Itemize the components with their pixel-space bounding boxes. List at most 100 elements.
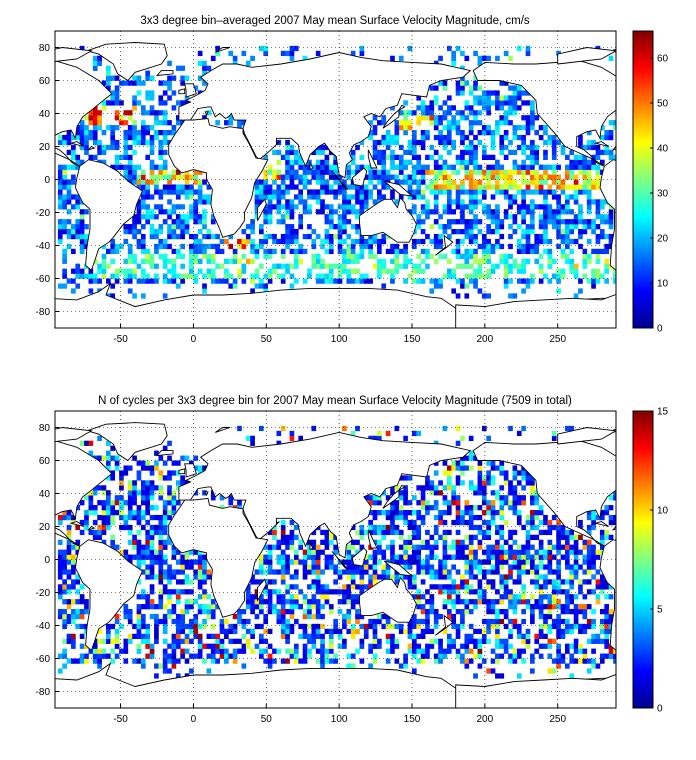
heatmap-cell bbox=[193, 549, 199, 555]
heatmap-cell bbox=[241, 609, 247, 615]
heatmap-cell bbox=[311, 584, 317, 590]
heatmap-cell bbox=[416, 534, 422, 540]
heatmap-cell bbox=[328, 233, 334, 240]
heatmap-cell bbox=[538, 179, 544, 185]
heatmap-cell bbox=[154, 233, 159, 240]
heatmap-cell bbox=[508, 293, 513, 299]
heatmap-cell bbox=[92, 278, 98, 284]
heatmap-cell bbox=[586, 174, 592, 180]
heatmap-cell bbox=[481, 169, 487, 175]
heatmap-cell bbox=[101, 648, 107, 654]
heatmap-cell bbox=[420, 594, 426, 600]
heatmap-cell bbox=[385, 134, 391, 141]
heatmap-cell bbox=[490, 623, 496, 630]
heatmap-cell bbox=[119, 115, 124, 121]
heatmap-cell bbox=[175, 233, 181, 240]
landmass bbox=[257, 578, 267, 602]
heatmap-cell bbox=[337, 229, 343, 235]
heatmap-cell bbox=[184, 564, 190, 570]
heatmap-cell bbox=[66, 559, 72, 565]
heatmap-cell bbox=[71, 514, 76, 521]
heatmap-cell bbox=[206, 574, 212, 580]
heatmap-cell bbox=[556, 544, 561, 550]
heatmap-cell bbox=[481, 184, 487, 190]
heatmap-cell bbox=[346, 559, 352, 565]
heatmap-cell bbox=[412, 164, 417, 170]
heatmap-cell bbox=[468, 633, 474, 639]
heatmap-cell bbox=[608, 238, 614, 245]
heatmap-cell bbox=[237, 618, 242, 625]
panel-velocity: 3x3 degree bin–averaged 2007 May mean Su… bbox=[36, 15, 669, 345]
heatmap-cell bbox=[280, 219, 286, 225]
heatmap-cell bbox=[84, 519, 89, 526]
heatmap-cell bbox=[267, 559, 273, 565]
heatmap-cell bbox=[97, 658, 102, 664]
heatmap-cell bbox=[263, 283, 269, 289]
heatmap-cell bbox=[110, 243, 116, 250]
heatmap-cell bbox=[499, 120, 505, 126]
heatmap-cell bbox=[451, 179, 457, 185]
heatmap-cell bbox=[136, 229, 142, 235]
heatmap-cell bbox=[420, 174, 426, 180]
heatmap-cell bbox=[75, 623, 81, 630]
heatmap-cell bbox=[140, 293, 146, 299]
heatmap-cell bbox=[499, 594, 505, 600]
heatmap-cell bbox=[285, 658, 290, 664]
heatmap-cell bbox=[180, 253, 185, 259]
heatmap-cell bbox=[114, 100, 120, 106]
heatmap-cell bbox=[267, 604, 273, 610]
heatmap-cell bbox=[608, 609, 614, 615]
heatmap-cell bbox=[530, 544, 535, 550]
heatmap-cell bbox=[154, 604, 159, 610]
heatmap-cell bbox=[123, 638, 129, 644]
heatmap-cell bbox=[57, 609, 63, 615]
heatmap-cell bbox=[127, 524, 133, 531]
heatmap-cell bbox=[490, 268, 496, 274]
landmass bbox=[331, 171, 349, 190]
heatmap-cell bbox=[206, 194, 212, 200]
heatmap-cell bbox=[538, 544, 544, 550]
heatmap-cell bbox=[149, 253, 155, 259]
heatmap-cell bbox=[547, 529, 553, 536]
heatmap-cell bbox=[250, 288, 255, 294]
heatmap-cell bbox=[180, 455, 185, 461]
heatmap-cell bbox=[145, 460, 151, 466]
heatmap-cell bbox=[412, 130, 417, 136]
heatmap-cell bbox=[433, 638, 439, 644]
heatmap-cell bbox=[66, 638, 72, 644]
heatmap-cell bbox=[521, 125, 526, 131]
heatmap-cell bbox=[477, 564, 483, 570]
heatmap-cell bbox=[184, 609, 190, 615]
heatmap-cell bbox=[508, 105, 513, 111]
heatmap-cell bbox=[75, 130, 81, 136]
heatmap-cell bbox=[359, 534, 365, 540]
heatmap-cell bbox=[315, 263, 321, 269]
heatmap-cell bbox=[407, 584, 413, 590]
heatmap-cell bbox=[363, 628, 369, 635]
heatmap-cell bbox=[394, 425, 400, 432]
heatmap-cell bbox=[110, 283, 116, 289]
heatmap-cell bbox=[486, 618, 491, 625]
landmass bbox=[155, 450, 174, 457]
heatmap-cell bbox=[403, 248, 408, 255]
heatmap-cell bbox=[320, 633, 325, 639]
heatmap-cell bbox=[350, 204, 356, 210]
heatmap-cell bbox=[477, 594, 483, 600]
heatmap-cell bbox=[385, 633, 391, 639]
heatmap-cell bbox=[337, 184, 343, 190]
heatmap-cell bbox=[79, 130, 85, 136]
heatmap-cell bbox=[114, 465, 120, 471]
heatmap-cell bbox=[385, 638, 391, 644]
heatmap-cell bbox=[547, 604, 553, 610]
heatmap-cell bbox=[136, 470, 142, 476]
heatmap-cell bbox=[578, 278, 583, 284]
heatmap-cell bbox=[66, 243, 72, 250]
heatmap-cell bbox=[368, 529, 373, 536]
heatmap-cell bbox=[446, 184, 452, 190]
heatmap-cell bbox=[315, 149, 321, 156]
heatmap-cell bbox=[267, 589, 273, 595]
heatmap-cell bbox=[565, 579, 570, 585]
heatmap-cell bbox=[140, 134, 146, 141]
heatmap-cell bbox=[289, 50, 295, 57]
